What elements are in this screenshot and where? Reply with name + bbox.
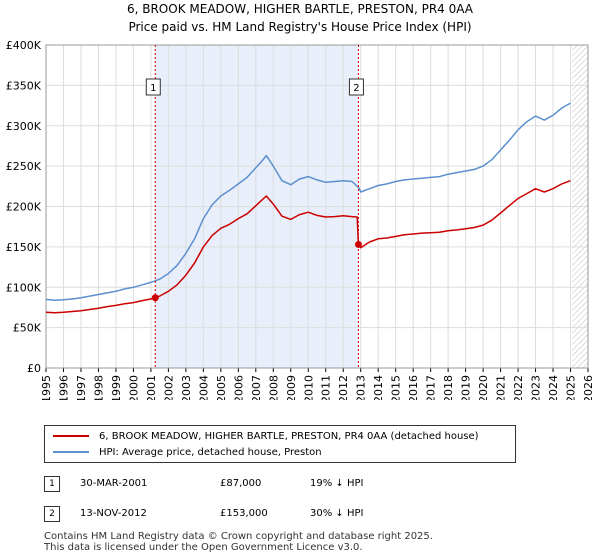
- x-tick-label: 2019: [460, 375, 473, 400]
- x-tick-label: 1999: [110, 375, 123, 400]
- x-tick-label: 2007: [250, 375, 263, 400]
- y-tick-label: £100K: [6, 281, 42, 294]
- legend-item-hpi: HPI: Average price, detached house, Pres…: [53, 444, 322, 460]
- hpi-series-line: [45, 102, 571, 301]
- y-tick-label: £250K: [6, 160, 42, 173]
- x-tick-label: 2006: [232, 375, 245, 400]
- transaction-date: 13-NOV-2012: [80, 508, 147, 519]
- x-tick-label: 2011: [320, 375, 333, 400]
- x-tick-label: 2022: [512, 375, 525, 400]
- x-tick-label: 2020: [477, 375, 490, 400]
- y-tick-label: £300K: [6, 120, 42, 133]
- x-tick-label: 2017: [425, 375, 438, 400]
- transaction-number: 2: [44, 506, 60, 522]
- x-tick-label: 2003: [180, 375, 193, 400]
- y-tick-label: £350K: [6, 79, 42, 92]
- x-tick-label: 2023: [530, 375, 543, 400]
- y-tick-label: £400K: [6, 39, 42, 52]
- x-tick-label: 2010: [302, 375, 315, 400]
- footer-licence: This data is licensed under the Open Gov…: [44, 542, 363, 553]
- x-tick-label: 2001: [145, 375, 158, 400]
- y-tick-label: £0: [27, 362, 41, 375]
- transaction-number: 1: [44, 476, 60, 492]
- transaction-hpi-diff: 30% ↓ HPI: [310, 508, 364, 519]
- legend-swatch-hpi: [53, 451, 89, 453]
- x-tick-label: 2015: [390, 375, 403, 400]
- x-tick-label: 2026: [582, 375, 595, 400]
- x-tick-label: 2000: [127, 375, 140, 400]
- x-tick-label: 2018: [442, 375, 455, 400]
- marker-label-box: [145, 78, 161, 96]
- marker-label-box: [348, 78, 364, 96]
- y-tick-label: £150K: [6, 241, 42, 254]
- price-chart: £0 £50K £100K £150K £200K £250K £300K £350K £400…: [6, 39, 595, 400]
- x-tick-label: 2005: [215, 375, 228, 400]
- x-tick-label: 1997: [75, 375, 88, 400]
- chart-subtitle: Price paid vs. HM Land Registry's House …: [128, 20, 472, 34]
- marker-label: 2: [353, 83, 359, 94]
- sale-point: [151, 294, 159, 302]
- x-tick-label: 2016: [407, 375, 420, 400]
- property-series-line: [45, 179, 571, 314]
- footer-copyright: Contains HM Land Registry data © Crown c…: [44, 531, 433, 542]
- x-tick-label: 2025: [565, 375, 578, 400]
- transaction-hpi-diff: 19% ↓ HPI: [310, 478, 364, 489]
- x-tick-label: 2008: [267, 375, 280, 400]
- legend: 6, BROOK MEADOW, HIGHER BARTLE, PRESTON,…: [44, 425, 516, 463]
- marker-label: 1: [150, 83, 156, 94]
- x-tick-label: 2024: [547, 375, 560, 400]
- x-tick-label: 1995: [40, 375, 53, 400]
- y-tick-label: £200K: [6, 201, 42, 214]
- x-tick-label: 2013: [355, 375, 368, 400]
- legend-label-property: 6, BROOK MEADOW, HIGHER BARTLE, PRESTON,…: [99, 430, 479, 442]
- x-tick-label: 2009: [285, 375, 298, 400]
- transaction-date: 30-MAR-2001: [80, 478, 148, 489]
- legend-item-property: 6, BROOK MEADOW, HIGHER BARTLE, PRESTON,…: [53, 428, 479, 444]
- x-tick-label: 2012: [337, 375, 350, 400]
- legend-label-hpi: HPI: Average price, detached house, Pres…: [99, 446, 322, 458]
- chart-title: 6, BROOK MEADOW, HIGHER BARTLE, PRESTON,…: [126, 2, 474, 16]
- transaction-price: £87,000: [220, 478, 262, 489]
- x-tick-label: 2021: [495, 375, 508, 400]
- x-tick-label: 2002: [162, 375, 175, 400]
- transaction-price: £153,000: [220, 508, 268, 519]
- x-tick-label: 1996: [57, 375, 70, 400]
- sale-point: [354, 240, 362, 248]
- x-tick-label: 1998: [92, 375, 105, 400]
- x-tick-label: 2014: [372, 375, 385, 400]
- legend-swatch-property: [53, 435, 89, 437]
- y-tick-label: £50K: [13, 322, 42, 335]
- x-tick-label: 2004: [197, 375, 210, 400]
- plot-border: [45, 44, 589, 369]
